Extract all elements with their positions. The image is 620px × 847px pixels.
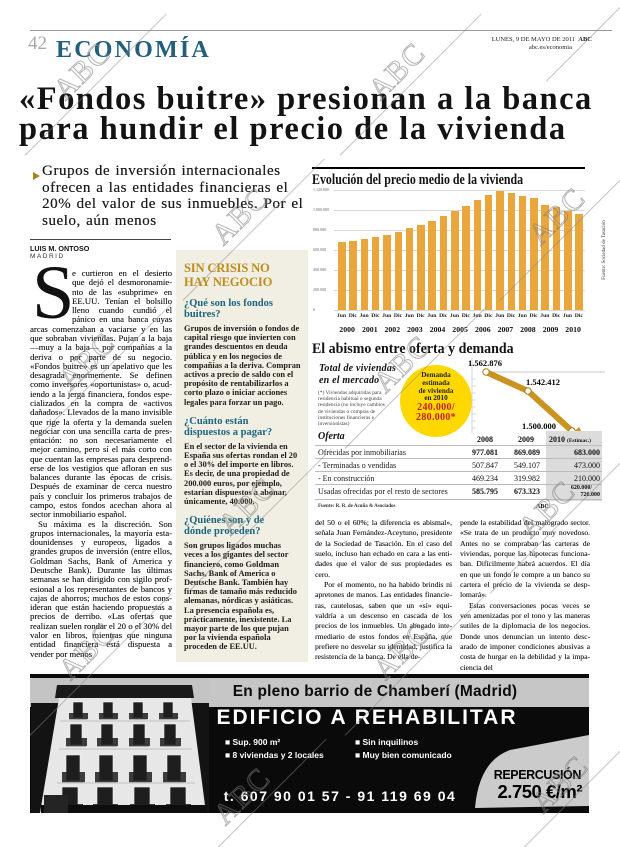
svg-text:1.562.876: 1.562.876 — [468, 358, 502, 368]
svg-text:1.542.412: 1.542.412 — [526, 377, 560, 387]
svg-text:REPERCUSIÓN: REPERCUSIÓN — [494, 767, 582, 782]
svg-text:2.750 €/m²: 2.750 €/m² — [498, 781, 583, 802]
svg-text:1.500.000: 1.500.000 — [522, 421, 556, 431]
